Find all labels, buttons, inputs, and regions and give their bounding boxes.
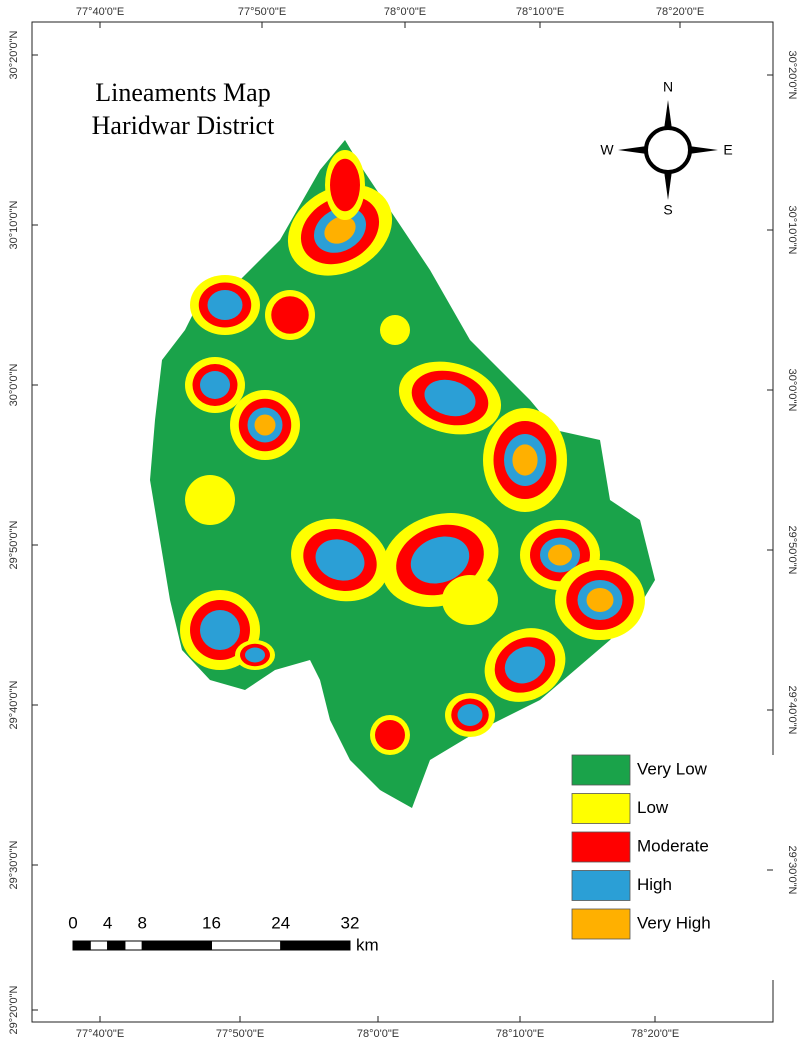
coord-label: 29°30'0"N <box>8 840 20 889</box>
scale-label: 32 <box>341 913 360 932</box>
legend-swatch <box>571 908 631 940</box>
coord-label: 78°20'0"E <box>656 6 704 18</box>
legend-label: Very High <box>637 913 711 932</box>
lineament-zone <box>457 704 483 726</box>
title-line: Haridwar District <box>92 111 275 140</box>
legend-swatch <box>571 870 631 901</box>
lineament-zone <box>548 544 572 566</box>
legend-swatch <box>571 754 631 786</box>
lineament-zone <box>254 414 276 436</box>
coord-label: 77°50'0"E <box>238 6 286 18</box>
scale-segment <box>107 940 126 951</box>
coord-label: 30°0'0"N <box>786 369 798 412</box>
coord-label: 29°30'0"N <box>786 846 798 895</box>
scale-segment <box>72 940 91 951</box>
legend-swatch <box>571 793 631 824</box>
scale-label: 16 <box>202 913 221 932</box>
scale-bar: 0 4 8 16 24 32 km <box>68 913 378 954</box>
legend-label: High <box>637 875 672 894</box>
compass: N S E W <box>600 79 732 218</box>
lineament-zone <box>330 158 360 212</box>
coord-label: 29°40'0"N <box>8 680 20 729</box>
coord-label: 78°0'0"E <box>357 1028 399 1040</box>
scale-segment <box>89 940 109 951</box>
coord-label: 77°50'0"E <box>216 1028 264 1040</box>
scale-label: 24 <box>271 913 290 932</box>
legend-label: Low <box>637 798 669 817</box>
compass-label: W <box>600 142 614 158</box>
lineament-zone <box>504 646 546 684</box>
compass-label: E <box>723 142 732 158</box>
title-line: Lineaments Map <box>95 78 270 107</box>
coord-label: 30°20'0"N <box>786 51 798 100</box>
coord-label: 78°10'0"E <box>516 6 564 18</box>
compass-label: N <box>663 79 673 95</box>
lineament-zone <box>315 539 365 581</box>
coord-label: 78°0'0"E <box>384 6 426 18</box>
coord-label: 29°50'0"N <box>786 526 798 575</box>
scale-segment <box>124 940 143 951</box>
scale-segment <box>280 940 351 951</box>
scale-unit: km <box>356 935 379 954</box>
map-zones <box>150 140 655 808</box>
coord-label: 30°0'0"N <box>8 364 20 407</box>
scale-segment <box>211 940 282 951</box>
scale-label: 4 <box>103 913 112 932</box>
coord-label: 77°40'0"E <box>76 1028 124 1040</box>
coord-label: 29°40'0"N <box>786 686 798 735</box>
compass-label: S <box>663 202 672 218</box>
legend-label: Moderate <box>637 836 709 855</box>
legend-label: Very Low <box>637 759 708 778</box>
coord-label: 77°40'0"E <box>76 6 124 18</box>
scale-label: 8 <box>138 913 147 932</box>
lineament-zone <box>200 610 240 650</box>
coord-label: 30°10'0"N <box>786 206 798 255</box>
lineament-zone <box>245 647 265 663</box>
lineament-zone <box>424 379 476 417</box>
lineament-zone <box>380 315 410 345</box>
legend-swatch <box>571 831 631 863</box>
coord-label: 30°20'0"N <box>8 30 20 79</box>
lineament-zone <box>271 296 309 334</box>
lineament-zone <box>185 475 235 525</box>
lineament-zone <box>410 536 470 584</box>
legend: Very Low Low Moderate High Very High <box>571 754 711 940</box>
graticule: 77°40'0"E 77°50'0"E 78°0'0"E 78°10'0"E 78°20… <box>8 6 798 1040</box>
scale-label: 0 <box>68 913 77 932</box>
lineament-zone <box>324 216 356 244</box>
lineament-zone <box>586 588 614 612</box>
lineament-zone <box>442 575 498 625</box>
coord-label: 30°10'0"N <box>8 200 20 249</box>
coord-label: 29°50'0"N <box>8 520 20 569</box>
scale-segment <box>141 940 212 951</box>
legend-box <box>560 755 775 980</box>
coord-label: 78°10'0"E <box>496 1028 544 1040</box>
lineament-zone <box>200 371 230 399</box>
lineament-zone <box>512 444 538 476</box>
coord-label: 29°20'0"N <box>8 985 20 1034</box>
lineament-zone <box>375 720 405 750</box>
coord-label: 78°20'0"E <box>631 1028 679 1040</box>
lineament-zone <box>207 290 243 320</box>
